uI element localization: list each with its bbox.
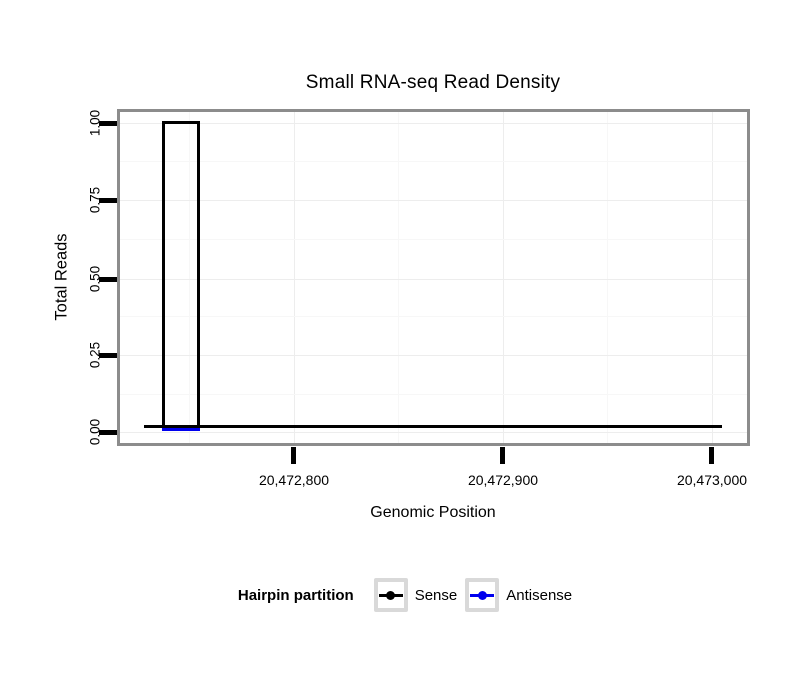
x-tick-label: 20,472,900	[467, 472, 539, 488]
legend-label-antisense: Antisense	[506, 586, 573, 604]
legend-key-antisense	[465, 578, 500, 612]
gridline	[294, 112, 295, 443]
gridline	[607, 112, 608, 443]
gridline	[120, 200, 747, 201]
gridline	[120, 432, 747, 433]
gridline	[120, 316, 747, 317]
sense-coverage-baseline	[144, 425, 722, 428]
legend-key-sense	[373, 578, 408, 612]
antisense-point-icon	[477, 590, 487, 600]
gridline	[189, 112, 190, 443]
y-tick-mark	[99, 121, 117, 126]
gridline	[120, 123, 747, 124]
antisense-coverage-segment	[162, 428, 200, 431]
y-tick-mark	[99, 353, 117, 358]
x-tick-mark	[500, 447, 505, 464]
x-tick-label: 20,473,000	[676, 472, 748, 488]
y-tick-mark	[99, 198, 117, 203]
x-axis-title: Genomic Position	[370, 504, 496, 521]
gridline	[120, 355, 747, 356]
legend-title: Hairpin partition	[237, 586, 354, 604]
gridline	[712, 112, 713, 443]
y-tick-mark	[99, 277, 117, 282]
gridline	[120, 394, 747, 395]
gridline	[398, 112, 399, 443]
plot-panel	[117, 109, 750, 446]
gridline	[120, 239, 747, 240]
gridline	[120, 161, 747, 162]
legend: Hairpin partition Sense Antisense	[0, 578, 810, 612]
sense-point-icon	[386, 590, 396, 600]
y-axis-title: Total Reads	[52, 233, 71, 321]
x-tick-mark	[709, 447, 714, 464]
gridline	[120, 279, 747, 280]
legend-label-sense: Sense	[414, 586, 458, 604]
gridline	[503, 112, 504, 443]
chart-title: Small RNA-seq Read Density	[305, 72, 561, 93]
x-tick-label: 20,472,800	[258, 472, 330, 488]
y-tick-mark	[99, 430, 117, 435]
sense-coverage-peak	[162, 121, 200, 429]
x-tick-mark	[291, 447, 296, 464]
